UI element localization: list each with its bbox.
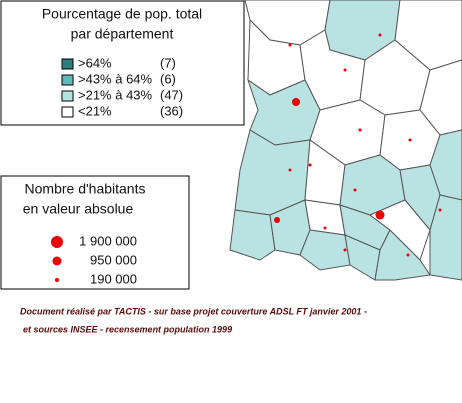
legend-dot <box>51 236 63 248</box>
legend-label: 190 000 <box>90 271 137 286</box>
legend-items: 1 900 000 950 000 190 000 <box>51 233 137 286</box>
legend-count: (47) <box>160 87 183 102</box>
footer: et sources INSEE - recensement populatio… <box>23 324 232 334</box>
legend-count: (6) <box>160 71 176 86</box>
legend-box <box>0 175 190 290</box>
legend-swatch <box>61 58 74 70</box>
legend-title: en valeur absolue <box>23 201 134 217</box>
legend-title: Nombre d'habitants <box>25 181 146 197</box>
legend-count: (36) <box>160 103 183 118</box>
legend-label: >64% <box>78 55 112 70</box>
legend-label: >43% à 64% <box>78 71 153 86</box>
city-dots <box>274 33 442 257</box>
legend-box <box>0 0 245 126</box>
legend-label: >21% à 43% <box>78 87 153 102</box>
legend-dot <box>52 256 62 266</box>
legend-swatch <box>61 90 74 102</box>
legend-dot <box>55 278 59 282</box>
legend-count: (7) <box>160 55 176 70</box>
departments <box>229 0 462 281</box>
legend-title: Pourcentage de pop. total <box>42 6 202 22</box>
footer: Document réalisé par TACTIS - sur base p… <box>20 306 367 316</box>
legend-title: par département <box>71 26 174 42</box>
legend-label: <21% <box>78 103 112 118</box>
legend-label: 1 900 000 <box>79 233 137 248</box>
legend-items: >64% (7) >43% à 64% (6) >21% à 43% (47) <21% (3… <box>61 55 183 118</box>
legend-label: 950 000 <box>90 252 137 267</box>
legend-swatch <box>61 106 74 118</box>
legend-swatch <box>61 74 74 86</box>
